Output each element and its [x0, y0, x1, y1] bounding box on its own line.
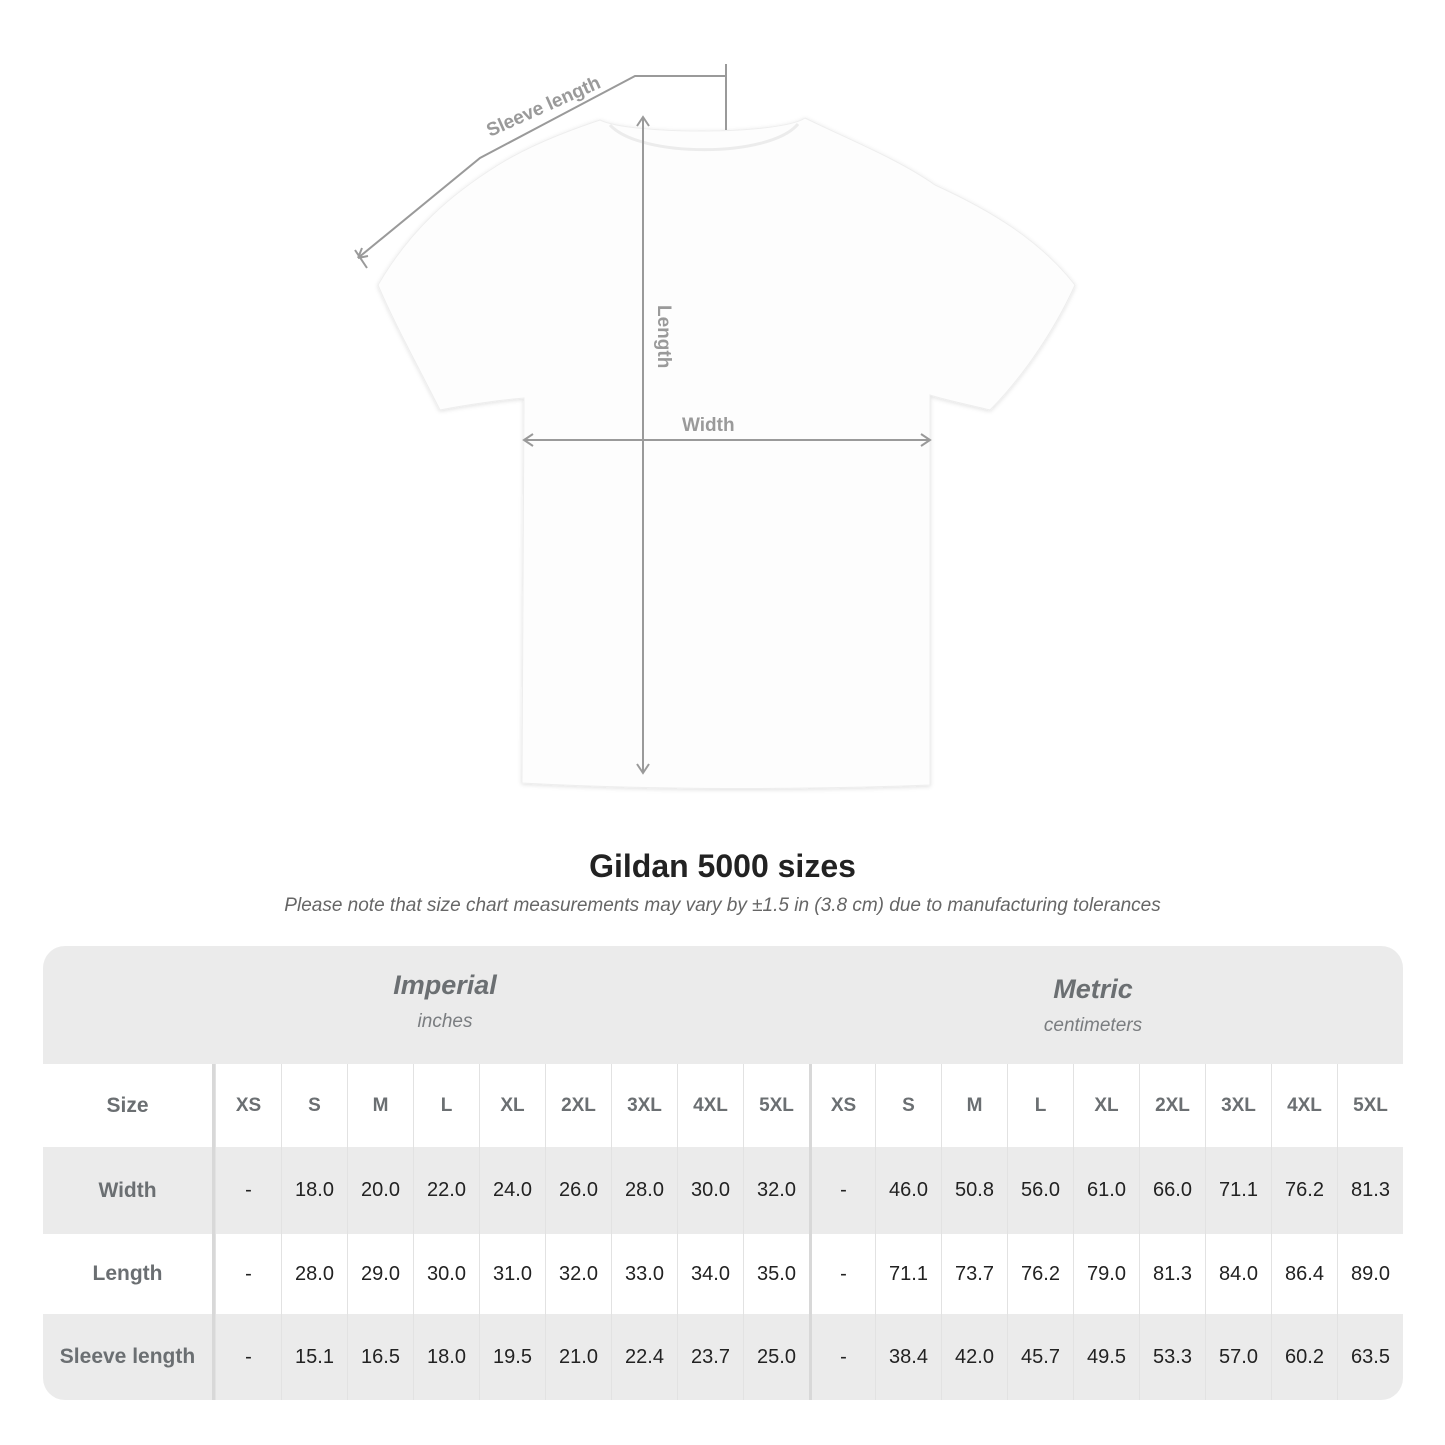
- table-cell: L: [1007, 1064, 1073, 1147]
- table-cell: 3XL: [1205, 1064, 1271, 1147]
- table-cell: 76.2: [1271, 1147, 1337, 1234]
- table-cell: 23.7: [677, 1314, 743, 1400]
- table-row: Sleeve length -15.1 16.5 18.0 19.5 21.0 22.4 23…: [43, 1314, 1403, 1400]
- table-cell: 18.0: [281, 1147, 347, 1234]
- table-cell: 20.0: [347, 1147, 413, 1234]
- table-cell: 84.0: [1205, 1234, 1271, 1314]
- table-cell: 33.0: [611, 1234, 677, 1314]
- metric-unit: centimeters: [1043, 1015, 1143, 1036]
- table-cell: L: [413, 1064, 479, 1147]
- table-cell: -: [215, 1314, 281, 1400]
- tshirt-diagram: Sleeve length Length Width: [354, 64, 1076, 790]
- table-row: Width -18.0 20.0 22.0 24.0 26.0 28.0 30.0 32.0-4…: [43, 1147, 1403, 1234]
- table-cell: 25.0: [743, 1314, 809, 1400]
- table-cell: 2XL: [545, 1064, 611, 1147]
- page-title: Gildan 5000 sizes: [589, 848, 856, 884]
- measure-lines: [354, 64, 932, 775]
- table-cell: 5XL: [1337, 1064, 1403, 1147]
- table-cell: 31.0: [479, 1234, 545, 1314]
- table-cell: 4XL: [677, 1064, 743, 1147]
- table-cell: 73.7: [941, 1234, 1007, 1314]
- table-cell: S: [875, 1064, 941, 1147]
- table-cell: 19.5: [479, 1314, 545, 1400]
- table-cell: 45.7: [1007, 1314, 1073, 1400]
- table-cell: 26.0: [545, 1147, 611, 1234]
- length-line: [636, 115, 650, 775]
- width-line: [522, 433, 932, 447]
- table-cell: 81.3: [1139, 1234, 1205, 1314]
- table-cell: 30.0: [677, 1147, 743, 1234]
- table-cell: 3XL: [611, 1064, 677, 1147]
- row-label: Size: [43, 1064, 215, 1147]
- table-cell: 35.0: [743, 1234, 809, 1314]
- table-cell: 28.0: [611, 1147, 677, 1234]
- table-cell: S: [281, 1064, 347, 1147]
- table-cell: 38.4: [875, 1314, 941, 1400]
- row-label: Sleeve length: [43, 1314, 215, 1400]
- table-cell: 32.0: [545, 1234, 611, 1314]
- table-cell: XS: [215, 1064, 281, 1147]
- table-cell: 79.0: [1073, 1234, 1139, 1314]
- table-cell: -: [809, 1314, 875, 1400]
- table-cell: 71.1: [875, 1234, 941, 1314]
- table-cell: -: [215, 1147, 281, 1234]
- table-cell: XL: [479, 1064, 545, 1147]
- table-cell: 53.3: [1139, 1314, 1205, 1400]
- tshirt-shape: [377, 117, 1076, 790]
- table-cell: 56.0: [1007, 1147, 1073, 1234]
- metric-title: Metric: [1053, 974, 1133, 1004]
- table-cell: 61.0: [1073, 1147, 1139, 1234]
- table-cell: 71.1: [1205, 1147, 1271, 1234]
- table-cell: 57.0: [1205, 1314, 1271, 1400]
- table-cell: 60.2: [1271, 1314, 1337, 1400]
- row-label: Length: [43, 1234, 215, 1314]
- imperial-unit: inches: [417, 1011, 473, 1032]
- sleeve-line: [354, 64, 727, 269]
- table-cell: 24.0: [479, 1147, 545, 1234]
- table-cell: 66.0: [1139, 1147, 1205, 1234]
- table-cell: XL: [1073, 1064, 1139, 1147]
- table-cell: -: [809, 1147, 875, 1234]
- length-label: Length: [653, 305, 674, 368]
- table-cell: -: [215, 1234, 281, 1314]
- table-cell: 46.0: [875, 1147, 941, 1234]
- table-cell: 49.5: [1073, 1314, 1139, 1400]
- table-cell: XS: [809, 1064, 875, 1147]
- table-cell: 22.0: [413, 1147, 479, 1234]
- imperial-header: Imperial inches: [195, 970, 695, 1033]
- imperial-title: Imperial: [393, 970, 497, 1000]
- table-cell: 5XL: [743, 1064, 809, 1147]
- table-cell: 89.0: [1337, 1234, 1403, 1314]
- table-cell: 15.1: [281, 1314, 347, 1400]
- table-cell: 29.0: [347, 1234, 413, 1314]
- width-label: Width: [682, 415, 735, 436]
- table-cell: 42.0: [941, 1314, 1007, 1400]
- table-cell: M: [347, 1064, 413, 1147]
- table-cell: -: [809, 1234, 875, 1314]
- table-cell: 76.2: [1007, 1234, 1073, 1314]
- table-cell: M: [941, 1064, 1007, 1147]
- table-cell: 22.4: [611, 1314, 677, 1400]
- table-cell: 2XL: [1139, 1064, 1205, 1147]
- metric-header: Metric centimeters: [843, 974, 1343, 1037]
- table-cell: 81.3: [1337, 1147, 1403, 1234]
- size-header-row: Size XS S M L XL 2XL 3XL 4XL 5XL XS S M L XL 2XL 3XL 4XL 5…: [43, 1064, 1403, 1147]
- table-cell: 30.0: [413, 1234, 479, 1314]
- table-cell: 4XL: [1271, 1064, 1337, 1147]
- table-cell: 18.0: [413, 1314, 479, 1400]
- table-cell: 34.0: [677, 1234, 743, 1314]
- table-cell: 32.0: [743, 1147, 809, 1234]
- table-cell: 86.4: [1271, 1234, 1337, 1314]
- table-cell: 16.5: [347, 1314, 413, 1400]
- table-cell: 63.5: [1337, 1314, 1403, 1400]
- table-cell: 21.0: [545, 1314, 611, 1400]
- table-cell: 50.8: [941, 1147, 1007, 1234]
- size-table: Imperial inches Metric centimeters Size X…: [43, 946, 1403, 1400]
- tolerance-note: Please note that size chart measurements…: [284, 895, 1161, 916]
- row-label: Width: [43, 1147, 215, 1234]
- unit-header: Imperial inches Metric centimeters: [43, 946, 1403, 1064]
- table-cell: 28.0: [281, 1234, 347, 1314]
- table-row: Length -28.0 29.0 30.0 31.0 32.0 33.0 34.0 35.0-…: [43, 1234, 1403, 1314]
